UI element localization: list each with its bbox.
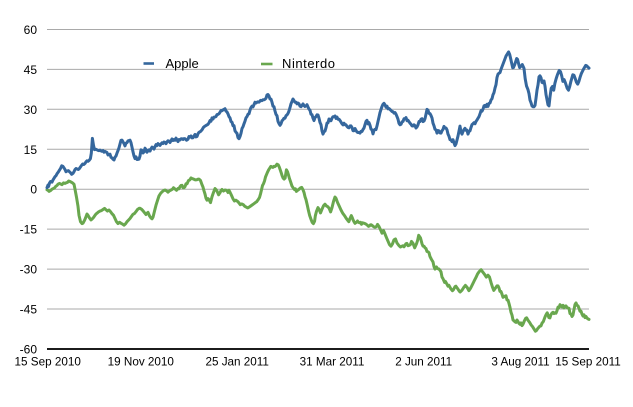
svg-text:25 Jan 2011: 25 Jan 2011	[205, 356, 268, 369]
svg-text:60: 60	[24, 23, 38, 37]
svg-text:15 Sep 2011: 15 Sep 2011	[555, 356, 620, 369]
svg-text:Apple: Apple	[166, 56, 199, 71]
svg-text:19 Nov 2010: 19 Nov 2010	[108, 356, 175, 369]
svg-text:15: 15	[24, 143, 38, 157]
svg-text:0: 0	[30, 183, 37, 197]
svg-text:2 Jun 2011: 2 Jun 2011	[395, 356, 452, 369]
svg-text:15 Sep 2010: 15 Sep 2010	[15, 356, 82, 369]
svg-text:-60: -60	[20, 343, 38, 357]
svg-text:3 Aug 2011: 3 Aug 2011	[491, 356, 549, 369]
svg-text:-45: -45	[20, 303, 38, 317]
svg-text:-15: -15	[20, 223, 38, 237]
svg-text:-30: -30	[20, 263, 38, 277]
svg-text:30: 30	[24, 103, 38, 117]
svg-text:31 Mar 2011: 31 Mar 2011	[300, 356, 365, 369]
svg-text:45: 45	[24, 63, 38, 77]
svg-text:Ninterdo: Ninterdo	[282, 56, 336, 71]
